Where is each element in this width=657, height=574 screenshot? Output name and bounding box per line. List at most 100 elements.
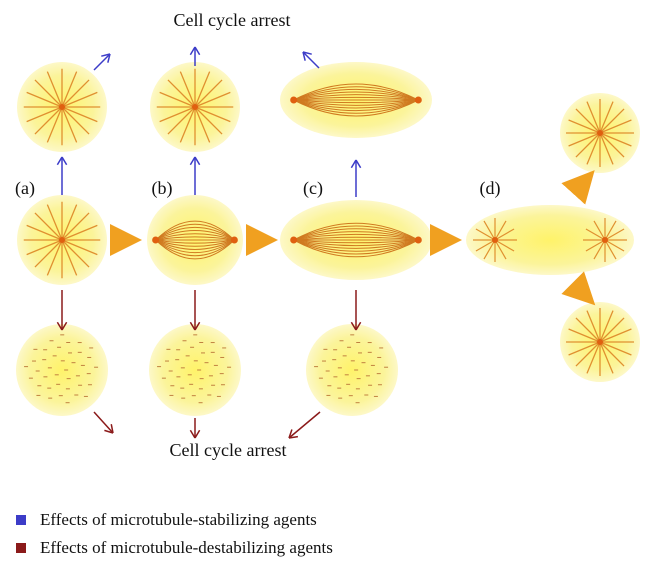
- centrosome: [230, 236, 238, 244]
- microtubule: [599, 132, 625, 158]
- microtubule: [599, 341, 625, 367]
- microtubule: [159, 91, 196, 108]
- cell: [306, 324, 398, 416]
- spindle-fiber: [293, 99, 419, 114]
- microtubule: [46, 204, 63, 241]
- microtubule: [194, 106, 231, 123]
- spindle-fiber: [155, 239, 235, 254]
- microtubule: [568, 341, 601, 356]
- spindle-fiber: [293, 86, 419, 101]
- microtubule: [179, 106, 196, 143]
- spindle-fiber: [293, 236, 419, 241]
- spindle-fiber: [293, 239, 419, 255]
- microtubule: [34, 79, 63, 108]
- centrosome: [59, 237, 65, 243]
- microtubule: [194, 71, 211, 108]
- spindle-fiber: [155, 220, 235, 241]
- microtubule: [61, 79, 90, 108]
- spindle-fiber: [293, 94, 419, 101]
- arrow-head: [194, 321, 201, 331]
- microtubule: [475, 239, 496, 252]
- arrow-head: [194, 156, 201, 166]
- microtubule: [494, 239, 515, 252]
- arrow-head: [61, 156, 68, 166]
- spindle-fiber: [293, 228, 419, 241]
- centrosome: [59, 104, 65, 110]
- progress-arrow: [561, 271, 596, 306]
- spindle-fiber: [293, 233, 419, 241]
- microtubule: [599, 101, 614, 134]
- microtubule: [167, 79, 196, 108]
- microtubule: [46, 239, 63, 276]
- arrow-head: [194, 46, 201, 56]
- spindle-fiber: [155, 236, 235, 241]
- arrows: [56, 46, 596, 439]
- arrow: [288, 411, 321, 439]
- arrow-head: [56, 156, 63, 166]
- microtubule: [194, 106, 211, 143]
- centrosome: [192, 104, 198, 110]
- microtubule: [61, 91, 98, 108]
- microtubule: [586, 310, 601, 343]
- arrow-head: [104, 429, 114, 434]
- microtubule: [61, 212, 90, 241]
- microtubule: [26, 106, 63, 123]
- microtubule: [483, 220, 496, 241]
- cells: [16, 62, 640, 416]
- arrow-head: [302, 51, 306, 61]
- stage-label: (b): [152, 178, 173, 199]
- arrow-head: [355, 159, 362, 169]
- microtubule: [179, 71, 196, 108]
- arrow-head: [110, 424, 114, 434]
- microtubule: [194, 106, 223, 135]
- microtubule: [599, 108, 625, 134]
- microtubule: [494, 228, 515, 241]
- arrow-head: [189, 46, 196, 56]
- arrow-head: [189, 429, 196, 439]
- microtubule: [194, 79, 223, 108]
- microtubule: [26, 239, 63, 256]
- top-label: Cell cycle arrest: [174, 10, 291, 30]
- microtubule: [593, 220, 606, 241]
- microtubule: [61, 239, 98, 256]
- microtubule: [585, 228, 606, 241]
- legend-label: Effects of microtubule-stabilizing agent…: [40, 510, 317, 529]
- arrow: [93, 411, 114, 434]
- spindle-fiber: [293, 99, 419, 106]
- cell: [466, 205, 634, 275]
- spindle-fiber: [293, 239, 419, 252]
- cell: [149, 324, 241, 416]
- arrow: [93, 53, 111, 71]
- progress-arrow: [561, 170, 595, 205]
- arrow-head: [56, 321, 63, 331]
- stage-label: (a): [15, 178, 35, 199]
- microtubule: [61, 71, 78, 108]
- arrow-head: [350, 321, 357, 331]
- microtubule: [494, 239, 507, 260]
- microtubule: [568, 119, 601, 134]
- microtubule: [599, 317, 625, 343]
- spindle-fiber: [293, 231, 419, 241]
- arrow: [302, 51, 320, 69]
- microtubule: [26, 224, 63, 241]
- microtubule: [593, 239, 606, 260]
- stage-label: (d): [480, 178, 501, 199]
- microtubule: [599, 341, 614, 374]
- spindle-fiber: [293, 83, 419, 101]
- microtubule: [604, 239, 625, 252]
- spindle-fiber: [155, 239, 235, 257]
- arrow-head: [189, 321, 196, 331]
- stage-label: (c): [303, 178, 323, 199]
- centrosome: [290, 236, 298, 244]
- centrosome: [492, 237, 498, 243]
- microtubule: [575, 317, 601, 343]
- legend-swatch: [16, 515, 26, 525]
- microtubule: [61, 106, 78, 143]
- arrow-head: [194, 429, 201, 439]
- arrow-head: [288, 429, 293, 439]
- arrow-head: [302, 51, 312, 55]
- spindle-fiber: [293, 91, 419, 101]
- arrow-head: [61, 321, 68, 331]
- spindle-fiber: [155, 226, 235, 241]
